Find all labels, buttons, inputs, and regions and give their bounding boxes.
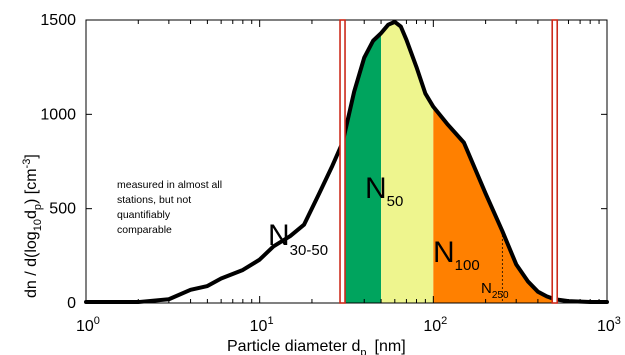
label-n250-sub: 250 — [492, 290, 509, 301]
x-axis-label-main: Particle diameter d — [227, 338, 360, 355]
x-tick-label-1: 100 — [76, 315, 100, 335]
y-axis-label-pre: dn / d(log — [23, 231, 40, 298]
annotation-line-2: stations, but not — [117, 194, 191, 206]
label-n30-50-main: N — [268, 219, 290, 252]
curve-layer — [84, 19, 609, 305]
lower-bound-line — [339, 19, 346, 304]
region-fill-1 — [381, 21, 434, 303]
region-fill-2 — [433, 106, 555, 303]
y-axis-label-sub1: 10 — [32, 219, 44, 231]
x-tick-exp: 1 — [267, 315, 273, 327]
label-n100-main: N — [433, 236, 455, 269]
x-tick-label-10: 101 — [250, 315, 274, 335]
y-tick-label-0: 0 — [67, 295, 76, 312]
y-tick-label-1000: 1000 — [40, 106, 76, 123]
x-tick-exp: 3 — [615, 315, 621, 327]
label-n100-sub: 100 — [455, 257, 480, 274]
x-tick-base: 10 — [76, 318, 94, 335]
y-axis-label-post: ) [cm — [23, 168, 40, 204]
x-tick-exp: 2 — [441, 315, 447, 327]
region-fill-0 — [342, 33, 382, 304]
y-axis-label-sub2: p — [32, 204, 44, 210]
y-axis-label-end: ] — [23, 154, 40, 158]
x-tick-base: 10 — [423, 318, 441, 335]
x-tick-label-1000: 103 — [597, 315, 621, 335]
plot-frame — [85, 19, 608, 304]
y-axis-label: dn / d(log10dp) [cm-3] — [21, 154, 44, 298]
bound-lines — [339, 19, 559, 304]
y-tick-label-500: 500 — [49, 201, 76, 218]
label-n30-50: N30-50 — [268, 219, 328, 259]
annotation-line-1: measured in almost all — [117, 179, 222, 191]
y-axis-label-sup: -3 — [21, 159, 33, 169]
y-tick-label-1500: 1500 — [40, 12, 76, 29]
x-tick-base: 10 — [597, 318, 615, 335]
upper-bound-line — [551, 19, 559, 304]
annotation-line-4: comparable — [117, 224, 172, 236]
y-axis-label-mid: d — [23, 210, 40, 219]
x-tick-exp: 0 — [94, 315, 100, 327]
x-axis-label: Particle diameter dp [nm] — [227, 338, 406, 355]
tick-marks — [85, 19, 608, 304]
x-tick-label-100: 102 — [423, 315, 447, 335]
x-axis-label-sub: p — [360, 347, 366, 355]
x-tick-base: 10 — [250, 318, 268, 335]
distribution-curve — [84, 19, 609, 305]
x-axis-label-unit: [nm] — [375, 338, 406, 355]
label-n100: N100 — [433, 236, 480, 274]
label-n50: N50 — [365, 172, 403, 210]
label-n50-sub: 50 — [387, 193, 404, 210]
label-n250-main: N — [481, 280, 492, 297]
label-n30-50-sub: 30-50 — [290, 242, 328, 259]
label-n50-main: N — [365, 172, 387, 205]
label-n250: N250 — [481, 280, 509, 301]
annotation-line-3: quantifiably — [117, 209, 171, 221]
